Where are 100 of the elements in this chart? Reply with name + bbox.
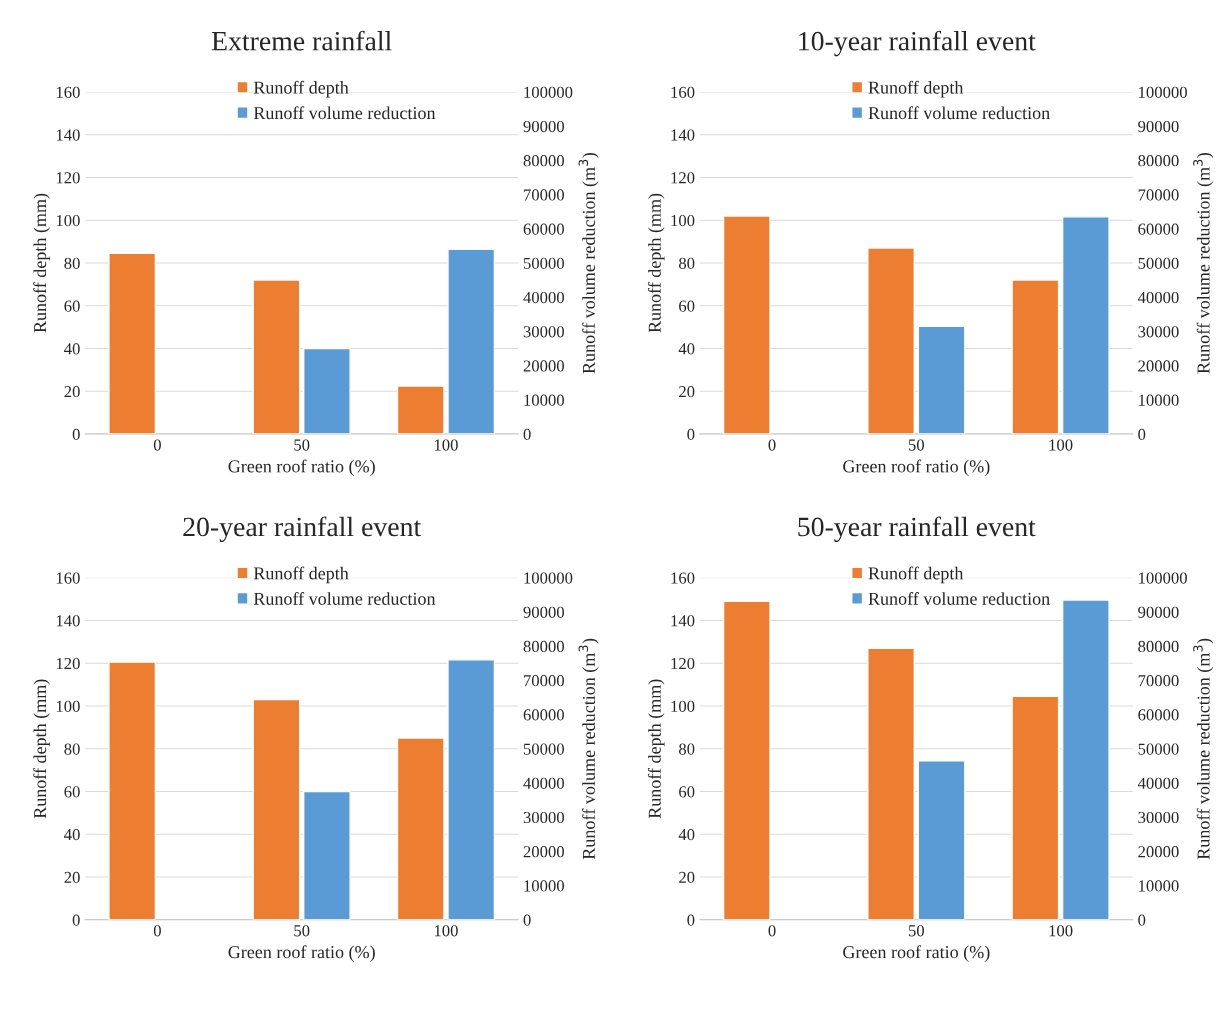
- y-tick-label: 0: [72, 428, 80, 440]
- y2-tick-label: 30000: [1138, 811, 1179, 824]
- x-axis-title: Green roof ratio (%): [843, 459, 990, 477]
- y2-tick-label: 60000: [523, 223, 564, 235]
- y-tick-label: 60: [679, 786, 695, 798]
- y2-tick-label: 40000: [1137, 291, 1179, 304]
- chart-title: Extreme rainfall: [211, 30, 392, 51]
- x-tick-label: 100: [434, 925, 458, 937]
- x-tick-label: 100: [1049, 925, 1073, 937]
- y2-tick-label: 100000: [1139, 86, 1187, 98]
- y2-tick-label: 80000: [523, 640, 564, 653]
- chart-title: 10-year rainfall event: [799, 30, 1036, 57]
- y-tick-label: 120: [56, 657, 80, 670]
- chart-title: 20-year rainfall event: [183, 516, 422, 543]
- y-tick-label: 20: [679, 385, 695, 398]
- y2-tick-label: 0: [1138, 914, 1146, 926]
- y-tick-label: 80: [64, 743, 80, 755]
- y2-tick-label: 90000: [523, 120, 564, 133]
- y-tick-label: 160: [56, 86, 80, 98]
- y-tick-label: 80: [679, 743, 695, 755]
- y2-tick-label: 30000: [1138, 326, 1179, 338]
- y-axis-title: Runoff depth (mm): [33, 193, 50, 333]
- x-tick-label: 0: [153, 925, 161, 937]
- bar: [722, 600, 771, 920]
- y-tick-label: 100: [671, 700, 695, 712]
- y2-tick-label: 70000: [1138, 675, 1179, 687]
- y-tick-label: 140: [671, 615, 695, 627]
- y2-tick-label: 60000: [523, 709, 564, 721]
- y-tick-label: 80: [679, 257, 695, 269]
- bar: [108, 252, 157, 435]
- y2-tick-label: 90000: [1138, 606, 1179, 618]
- x-axis-title: Green roof ratio (%): [843, 945, 990, 962]
- legend-label: Runoff depth: [253, 80, 349, 98]
- legend-label: Runoff depth: [868, 80, 964, 98]
- y2-tick-label: 30000: [523, 326, 564, 338]
- bar: [396, 385, 445, 435]
- chart-title: 50-year rainfall event: [798, 516, 1036, 543]
- x-tick-label: 50: [294, 925, 310, 937]
- y-tick-label: 60: [64, 786, 80, 798]
- y-tick-label: 120: [671, 172, 695, 184]
- y2-tick-label: 60000: [1138, 223, 1179, 235]
- y-axis-title: Runoff depth (mm): [33, 679, 50, 819]
- y-axis-title: Runoff depth (mm): [647, 193, 665, 333]
- y2-tick-label: 80000: [523, 155, 564, 167]
- y-tick-label: 100: [56, 700, 80, 712]
- y-tick-label: 140: [56, 129, 80, 141]
- y2-tick-label: 40000: [523, 291, 564, 304]
- y-tick-label: 100: [671, 214, 695, 227]
- x-tick-label: 50: [294, 439, 310, 451]
- y-tick-label: 20: [64, 385, 80, 398]
- y2-tick-label: 90000: [1138, 120, 1179, 133]
- y-tick-label: 20: [64, 871, 80, 883]
- x-tick-label: 0: [768, 439, 776, 451]
- x-tick-label: 100: [434, 439, 458, 451]
- x-tick-label: 100: [1049, 439, 1073, 451]
- x-tick-label: 50: [908, 925, 925, 937]
- y2-tick-label: 30000: [523, 811, 564, 824]
- y2-tick-label: 70000: [524, 675, 564, 687]
- y-tick-label: 160: [671, 572, 695, 584]
- y2-tick-label: 20000: [523, 846, 564, 858]
- y2-tick-label: 90000: [523, 606, 564, 618]
- y2-tick-label: 0: [523, 914, 531, 926]
- y-axis-title: Runoff depth (mm): [647, 679, 665, 819]
- x-axis-title: Green roof ratio (%): [228, 459, 375, 477]
- y-tick-label: 40: [678, 343, 695, 355]
- legend-label: Runoff depth: [253, 566, 349, 584]
- y2-tick-label: 20000: [1138, 846, 1179, 858]
- legend-label: Runoff volume reduction: [253, 106, 436, 120]
- y2-tick-label: 70000: [1138, 189, 1179, 201]
- y-tick-label: 80: [64, 257, 80, 269]
- y2-tick-label: 60000: [1138, 709, 1179, 721]
- y-tick-label: 160: [56, 572, 80, 584]
- y2-tick-label: 10000: [1139, 394, 1179, 406]
- y2-tick-label: 50000: [523, 743, 564, 755]
- bar: [108, 661, 157, 920]
- y-tick-label: 40: [678, 828, 695, 841]
- y-tick-label: 140: [671, 129, 695, 141]
- y2-tick-label: 70000: [524, 189, 564, 201]
- legend-label: Runoff volume reduction: [253, 592, 436, 605]
- y2-tick-label: 20000: [1138, 360, 1179, 372]
- y-tick-label: 60: [679, 300, 695, 312]
- y2-axis-title: Runoff volume reduction (m$^{3}$): [578, 638, 599, 860]
- y2-axis-title: Runoff volume reduction (m$^{3}$): [1193, 152, 1214, 374]
- y-tick-label: 0: [687, 428, 695, 440]
- y2-tick-label: 20000: [523, 360, 564, 372]
- y2-axis-title: Runoff volume reduction (m$^{3}$): [1193, 638, 1214, 860]
- y2-tick-label: 40000: [523, 777, 564, 789]
- legend-label: Runoff volume reduction: [868, 592, 1050, 605]
- y2-tick-label: 0: [523, 428, 531, 440]
- y-tick-label: 40: [64, 343, 80, 355]
- x-tick-label: 50: [908, 439, 925, 451]
- x-axis-title: Green roof ratio (%): [228, 945, 375, 962]
- y-tick-label: 60: [64, 300, 80, 312]
- y2-tick-label: 10000: [524, 880, 564, 892]
- y2-tick-label: 50000: [1138, 743, 1179, 755]
- y2-tick-label: 10000: [1139, 880, 1179, 892]
- y-tick-label: 0: [687, 914, 695, 926]
- y2-tick-label: 50000: [1138, 257, 1179, 269]
- x-tick-label: 0: [768, 925, 776, 937]
- y-tick-label: 140: [56, 615, 80, 627]
